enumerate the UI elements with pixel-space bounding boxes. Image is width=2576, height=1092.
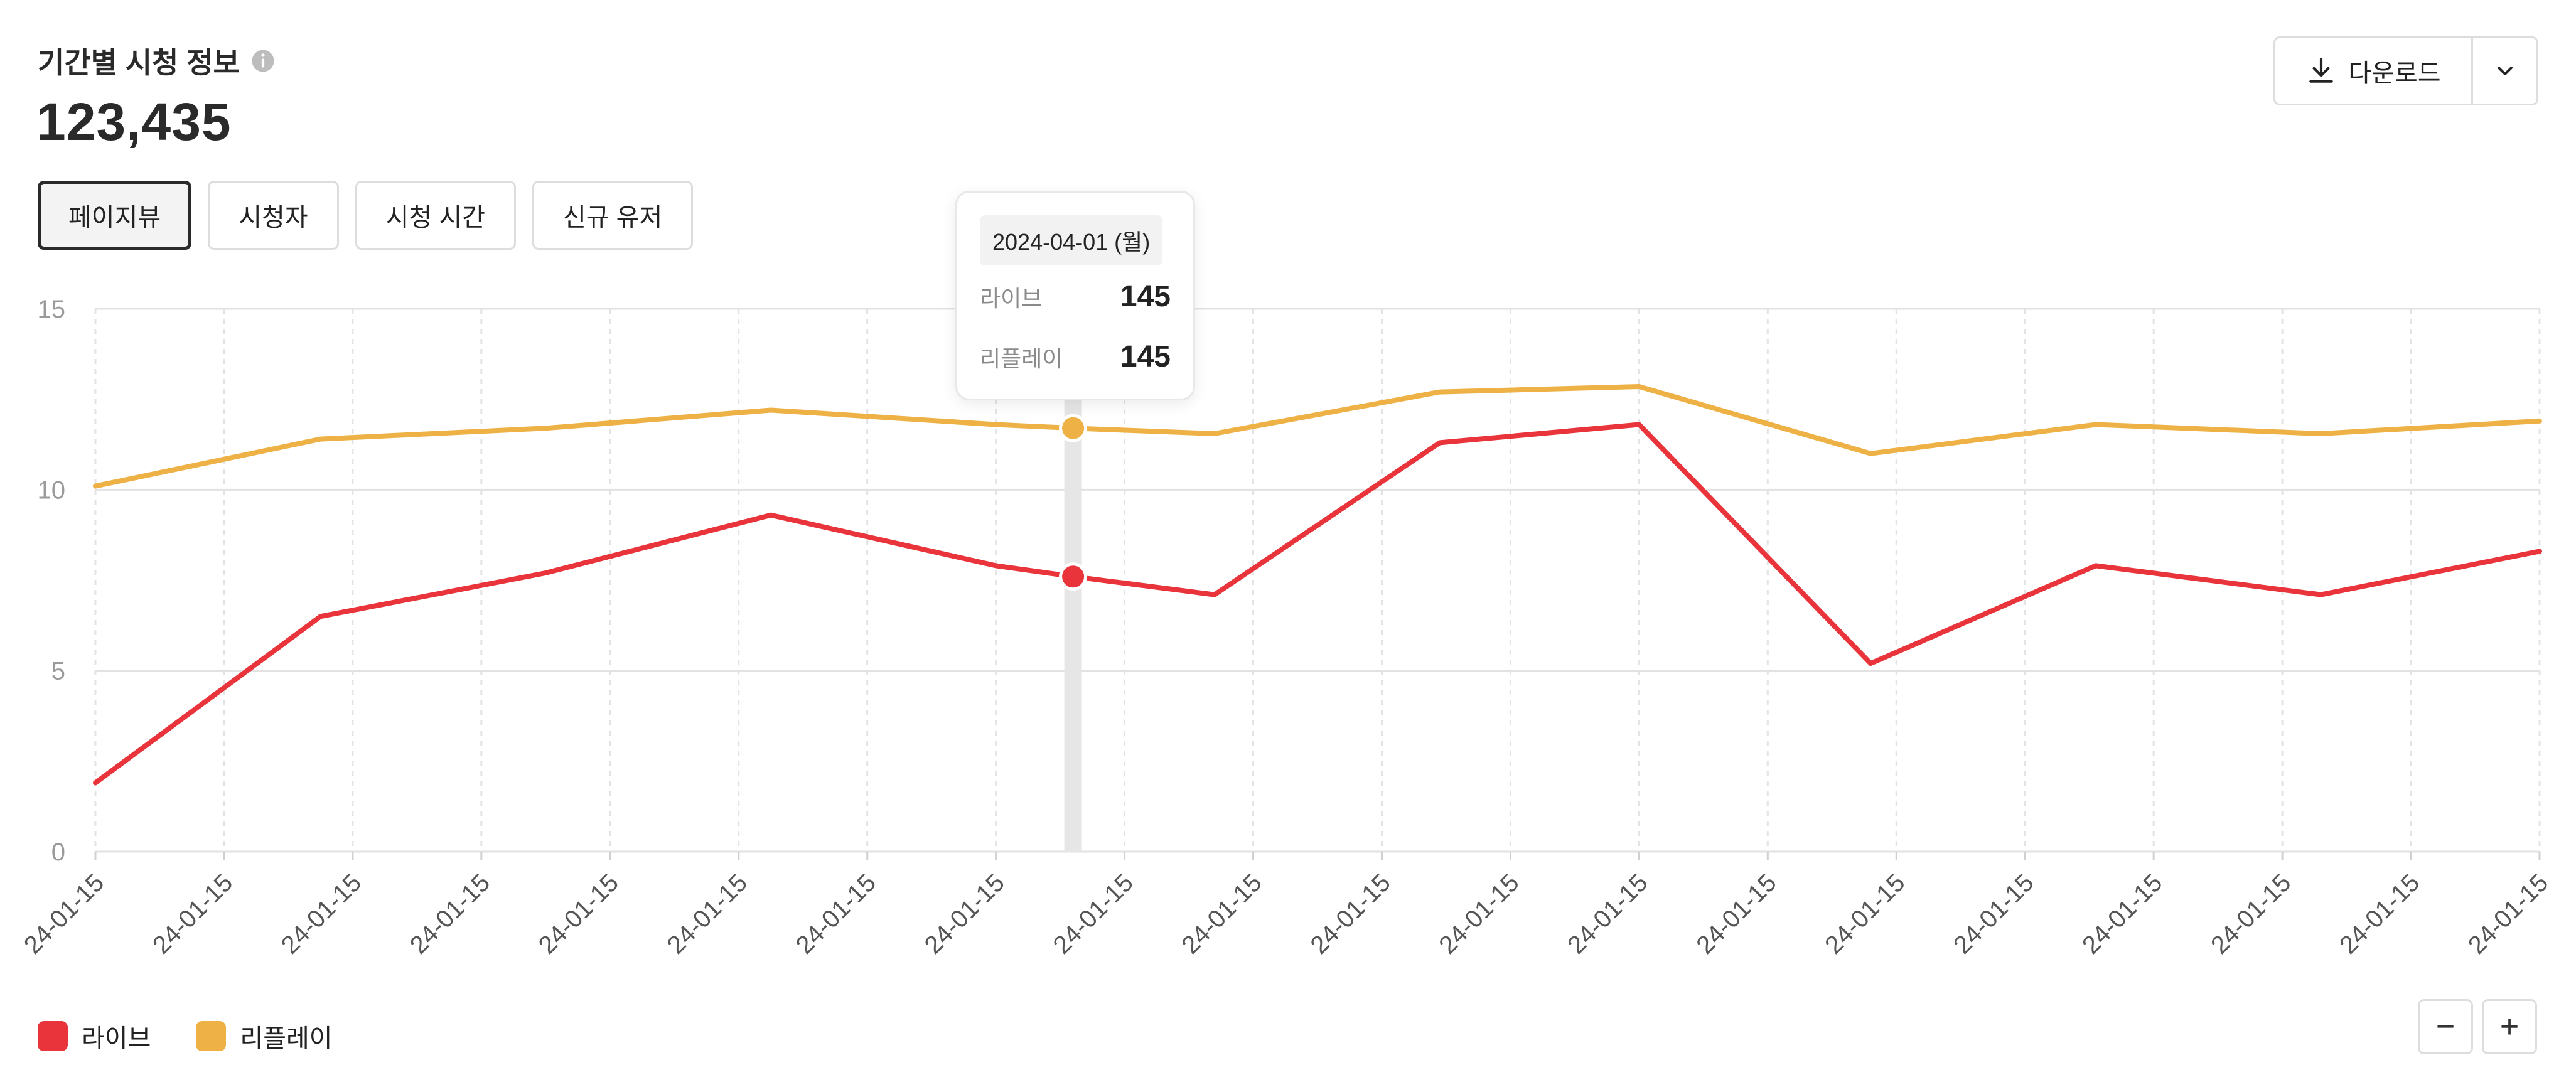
tab-viewers[interactable]: 시청자 xyxy=(208,181,339,250)
download-options-toggle[interactable] xyxy=(2473,38,2536,104)
x-tick-label: 24-01-15 xyxy=(2206,869,2296,959)
x-tick-label: 24-01-15 xyxy=(791,869,881,959)
chart-header: 기간별 시청 정보 xyxy=(38,40,276,82)
tooltip-date: 2024-04-01 (월) xyxy=(980,215,1163,265)
legend-label-live: 라이브 xyxy=(82,1025,151,1052)
x-tick-label: 24-01-15 xyxy=(1434,869,1524,959)
legend-item-replay[interactable]: 리플레이 xyxy=(196,1018,333,1054)
chart-tooltip: 2024-04-01 (월) 라이브 145 리플레이 145 xyxy=(955,191,1195,400)
x-tick-label: 24-01-15 xyxy=(2077,869,2167,959)
x-tick-label: 24-01-15 xyxy=(148,869,238,959)
tooltip-value-live: 145 xyxy=(1120,280,1171,313)
download-icon xyxy=(2309,58,2334,83)
x-tick-label: 24-01-15 xyxy=(19,869,109,959)
tooltip-label-replay: 리플레이 xyxy=(980,345,1063,372)
download-label: 다운로드 xyxy=(2348,60,2441,87)
tab-new-users[interactable]: 신규 유저 xyxy=(532,181,694,250)
hover-point-replay xyxy=(1059,414,1088,442)
x-tick-label: 24-01-15 xyxy=(920,869,1010,959)
download-button-group: 다운로드 xyxy=(2273,36,2538,105)
total-value: 123,435 xyxy=(36,92,232,151)
x-tick-label: 24-01-15 xyxy=(1562,869,1653,959)
zoom-out-button[interactable]: − xyxy=(2418,999,2473,1054)
x-tick-label: 24-01-15 xyxy=(2463,869,2553,959)
legend-label-replay: 리플레이 xyxy=(240,1025,333,1052)
chart-title: 기간별 시청 정보 xyxy=(38,46,240,79)
tooltip-row-replay: 리플레이 145 xyxy=(980,340,1171,374)
x-tick-label: 24-01-15 xyxy=(662,869,753,959)
y-tick-label: 10 xyxy=(38,476,66,504)
download-button[interactable]: 다운로드 xyxy=(2275,38,2473,104)
zoom-in-button[interactable]: + xyxy=(2482,999,2537,1054)
tooltip-label-live: 라이브 xyxy=(980,285,1043,311)
hover-highlight-band xyxy=(1064,372,1082,852)
x-tick-label: 24-01-15 xyxy=(2334,869,2425,959)
x-tick-label: 24-01-15 xyxy=(1305,869,1395,959)
x-tick-label: 24-01-15 xyxy=(534,869,624,959)
tab-watch-time[interactable]: 시청 시간 xyxy=(355,181,516,250)
tooltip-row-live: 라이브 145 xyxy=(980,279,1171,314)
info-icon[interactable] xyxy=(250,48,276,74)
line-chart[interactable]: 0 5 10 15 24-01-15 24-01-15 24-01-15 24-01-15 24… xyxy=(0,0,2576,1004)
x-tick-label: 24-01-15 xyxy=(276,869,367,959)
x-tick-label: 24-01-15 xyxy=(1048,869,1139,959)
legend-item-live[interactable]: 라이브 xyxy=(38,1018,151,1054)
chevron-down-icon xyxy=(2497,67,2513,75)
x-tick-label: 24-01-15 xyxy=(1177,869,1267,959)
x-tick-label: 24-01-15 xyxy=(1691,869,1781,959)
x-tick-label: 24-01-15 xyxy=(1820,869,1910,959)
chart-legend: 라이브 리플레이 xyxy=(38,1018,333,1054)
series-line-replay xyxy=(93,384,2542,489)
tab-pageviews[interactable]: 페이지뷰 xyxy=(38,181,192,250)
metric-tabs: 페이지뷰 시청자 시청 시간 신규 유저 xyxy=(38,181,694,250)
y-tick-label: 5 xyxy=(51,658,65,685)
series-line-live xyxy=(93,422,2542,786)
legend-swatch-live xyxy=(38,1021,68,1051)
y-tick-label: 0 xyxy=(51,838,65,866)
hover-point-live xyxy=(1059,562,1088,591)
tooltip-value-replay: 145 xyxy=(1120,340,1171,373)
y-tick-label: 15 xyxy=(38,296,66,323)
x-tick-label: 24-01-15 xyxy=(1948,869,2039,959)
legend-swatch-replay xyxy=(196,1021,227,1051)
x-tick-label: 24-01-15 xyxy=(405,869,495,959)
